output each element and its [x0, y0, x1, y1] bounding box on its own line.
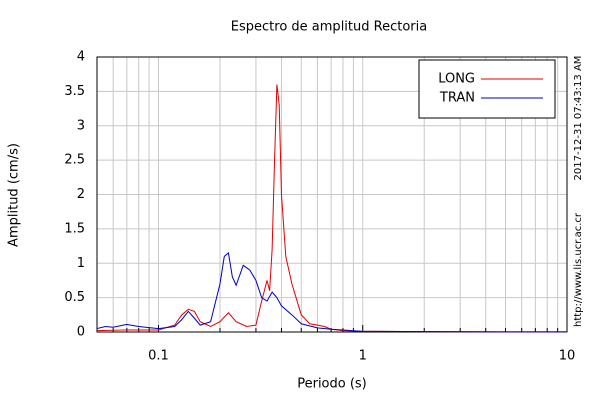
- y-tick-label: 3.5: [64, 84, 85, 99]
- y-tick-label: 1.5: [64, 221, 85, 236]
- x-axis-label: Periodo (s): [297, 377, 367, 392]
- timestamp: 2017-12-31 07:43:13 AM: [573, 56, 584, 181]
- plot-frame: [96, 56, 568, 333]
- legend-box: [418, 59, 556, 119]
- y-tick-label: 2: [77, 187, 85, 202]
- y-tick-label: 3: [77, 118, 85, 133]
- y-tick-label: 4: [77, 50, 85, 65]
- legend-label: TRAN: [439, 91, 475, 106]
- x-tick-label: 10: [559, 349, 576, 364]
- line-series: [96, 84, 568, 333]
- y-axis-label: Amplitud (cm/s): [7, 143, 22, 247]
- y-tick-label: 0: [77, 325, 85, 340]
- line-series: [96, 251, 568, 333]
- legend-label: LONG: [438, 72, 475, 87]
- x-tick-label: 1: [359, 349, 367, 364]
- y-tick-label: 2.5: [64, 153, 85, 168]
- y-tick-label: 0.5: [64, 290, 85, 305]
- chart-title: Espectro de amplitud Rectoria: [231, 20, 427, 35]
- source-url: http://www.lis.ucr.ac.cr: [573, 212, 584, 327]
- y-tick-label: 1: [77, 256, 85, 271]
- x-tick-label: 0.1: [148, 349, 169, 364]
